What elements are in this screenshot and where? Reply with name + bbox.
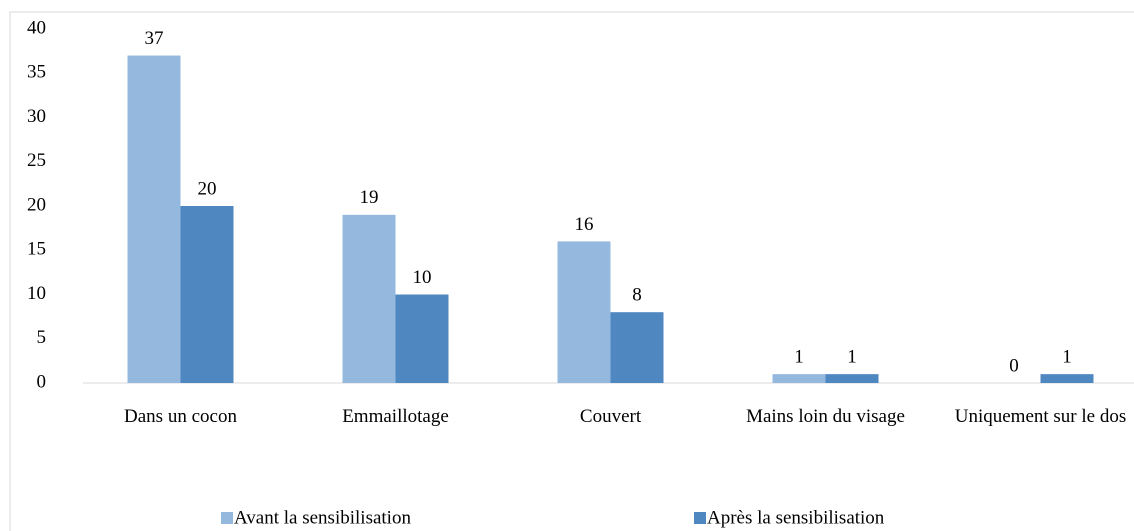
value-label: 37 [145, 28, 164, 49]
y-tick-label: 40 [27, 17, 46, 38]
x-tick-label: Couvert [579, 406, 642, 427]
y-tick-label: 20 [27, 194, 46, 215]
value-label: 0 [1009, 355, 1019, 376]
x-tick-label: Mains loin du visage [746, 406, 905, 427]
x-tick-label: Uniquement sur le dos [954, 406, 1127, 427]
x-tick-label: Dans un cocon [124, 406, 237, 427]
bar [127, 55, 181, 384]
bar [557, 241, 611, 383]
bar [610, 312, 664, 383]
bar [772, 374, 826, 383]
bar [825, 374, 879, 383]
value-label: 8 [632, 285, 642, 306]
value-label: 10 [413, 267, 432, 288]
value-label: 16 [575, 214, 594, 235]
bar [1040, 374, 1094, 383]
bar [180, 206, 234, 383]
y-tick-label: 15 [27, 239, 46, 260]
legend-label: Après la sensibilisation [707, 507, 885, 528]
value-label: 1 [1062, 347, 1072, 368]
chart-border [9, 11, 1134, 531]
y-tick-label: 10 [27, 283, 46, 304]
legend-swatch [694, 512, 706, 524]
y-tick-label: 25 [27, 150, 46, 171]
y-tick-label: 0 [37, 371, 47, 392]
value-label: 20 [198, 178, 217, 199]
x-tick-label: Emmaillotage [342, 406, 449, 427]
legend-swatch [221, 512, 233, 524]
bar [395, 294, 449, 383]
legend-label: Avant la sensibilisation [234, 507, 411, 528]
y-tick-label: 35 [27, 62, 46, 83]
y-tick-label: 30 [27, 106, 46, 127]
value-label: 1 [847, 347, 857, 368]
value-label: 19 [360, 187, 379, 208]
value-label: 1 [794, 347, 804, 368]
bar [342, 214, 396, 383]
y-tick-label: 5 [37, 327, 47, 348]
